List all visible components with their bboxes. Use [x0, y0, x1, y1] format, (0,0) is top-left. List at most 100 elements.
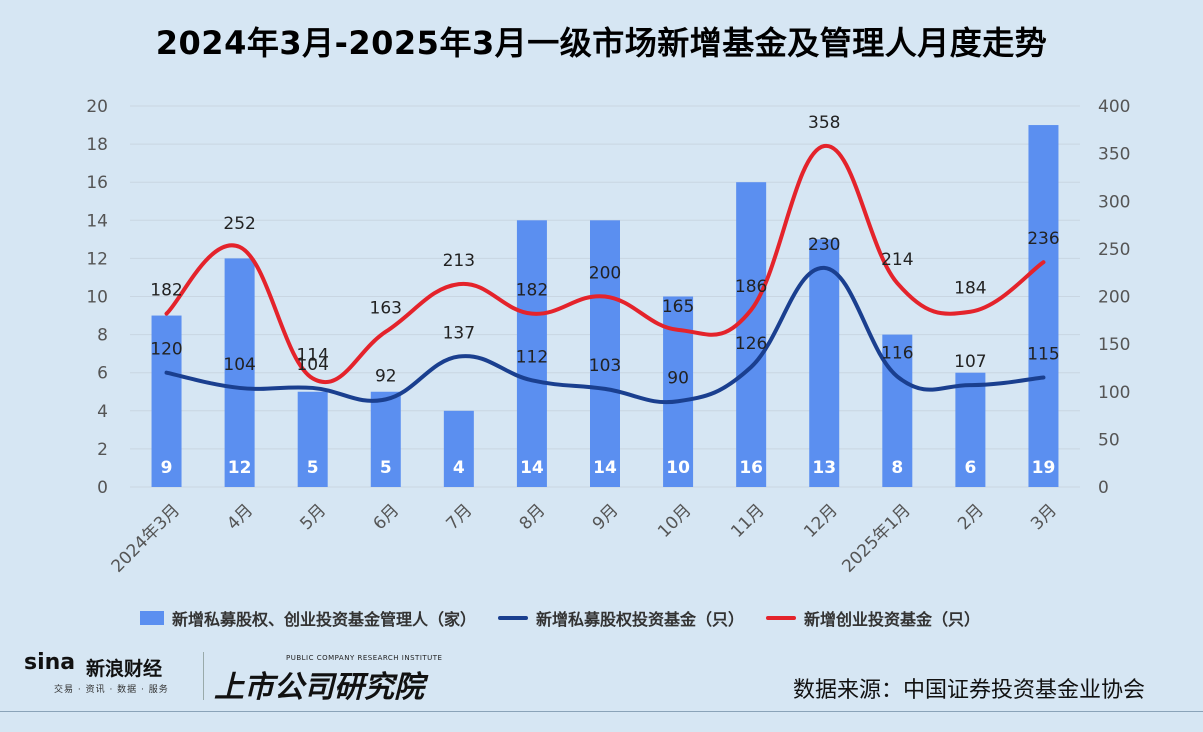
line-data-label: 104: [223, 355, 255, 375]
bar-data-label: 14: [520, 458, 544, 478]
line-data-label: 182: [150, 281, 182, 301]
left-axis-tick-label: 8: [97, 326, 108, 346]
x-axis-tick-label: 9月: [589, 500, 623, 534]
line-data-label: 137: [443, 324, 475, 344]
line-data-label: 112: [516, 347, 548, 367]
right-axis-tick-label: 200: [1098, 288, 1130, 308]
bar: [1028, 125, 1059, 488]
chart-legend: 新增私募股权、创业投资基金管理人（家） 新增私募股权投资基金（只） 新增创业投资…: [140, 606, 1002, 630]
bar: [809, 239, 840, 487]
sina-tagline: 交易 · 资讯 · 数据 · 服务: [54, 685, 169, 695]
line-data-label: 115: [1027, 344, 1059, 364]
bar-data-label: 19: [1032, 458, 1056, 478]
bar-layer: [151, 125, 1059, 488]
legend-label-pe-funds: 新增私募股权投资基金（只）: [536, 610, 745, 629]
x-axis-tick-label: 2024年3月: [108, 500, 184, 576]
line-data-label: 230: [808, 235, 840, 255]
left-axis-tick-label: 10: [86, 288, 108, 308]
x-axis-tick-label: 5月: [296, 500, 330, 534]
line-data-label: 103: [589, 356, 621, 376]
left-axis-tick-label: 18: [86, 135, 108, 155]
right-axis-tick-label: 50: [1098, 430, 1120, 450]
x-axis-tick-label: 6月: [369, 500, 403, 534]
bar-data-label: 10: [666, 458, 690, 478]
sina-brand-name: 新浪财经: [86, 658, 163, 680]
legend-swatch-bar: [140, 611, 164, 625]
bar-data-label: 14: [593, 458, 617, 478]
x-axis-tick-label: 10月: [654, 500, 695, 541]
right-axis-tick-label: 350: [1098, 145, 1130, 165]
line-data-label: 116: [881, 344, 913, 364]
bar-data-label: 12: [228, 458, 252, 478]
vc-funds-line: [164, 143, 1046, 385]
line-data-label: 165: [662, 297, 694, 317]
bottom-rule: [0, 711, 1203, 712]
line-data-label: 90: [667, 368, 689, 388]
pe-funds-line: [164, 265, 1046, 405]
line-data-label: 213: [443, 251, 475, 271]
label-layer: 9 12 5 5 4 14 14 10 16 13 8 6 19 182 252 114 163 213 182 20…: [150, 113, 1059, 478]
line-data-label: 92: [375, 366, 397, 386]
left-axis-tick-label: 0: [97, 478, 108, 498]
x-axis-tick-label: 2025年1月: [838, 500, 914, 576]
data-source: 数据来源：中国证券投资基金业协会: [792, 678, 1145, 703]
legend-item-managers: 新增私募股权、创业投资基金管理人（家）: [140, 606, 476, 630]
line-data-label: 214: [881, 250, 913, 270]
logo-divider: [203, 652, 204, 700]
legend-item-pe-funds: 新增私募股权投资基金（只）: [498, 606, 744, 630]
x-axis-tick-label: 8月: [516, 500, 550, 534]
line-data-label: 358: [808, 113, 840, 133]
bar: [224, 258, 255, 487]
line-data-label: 186: [735, 277, 767, 297]
x-axis-tick-label: 2月: [954, 500, 988, 534]
left-axis-tick-label: 6: [97, 364, 108, 384]
bar-data-label: 9: [161, 458, 173, 478]
line-data-label: 163: [370, 299, 402, 319]
legend-label-vc-funds: 新增创业投资基金（只）: [804, 610, 981, 629]
bar-data-label: 8: [891, 458, 903, 478]
legend-swatch-pe-line: [498, 616, 529, 620]
bar: [443, 410, 474, 487]
left-axis-tick-label: 20: [86, 97, 108, 117]
bar-data-label: 5: [380, 458, 392, 478]
right-axis-tick-label: 0: [1098, 478, 1109, 498]
line-data-label: 126: [735, 334, 767, 354]
bar: [151, 315, 182, 487]
bar: [370, 391, 401, 487]
sina-wordmark: sina: [24, 650, 76, 675]
bar-data-label: 6: [964, 458, 976, 478]
left-axis-tick-label: 14: [86, 211, 108, 231]
institute-english-name: PUBLIC COMPANY RESEARCH INSTITUTE: [286, 654, 443, 662]
right-axis-tick-label: 150: [1098, 335, 1130, 355]
line-data-label: 184: [954, 279, 986, 299]
x-axis-tick-label: 11月: [727, 500, 768, 541]
line-data-label: 120: [150, 340, 182, 360]
line-data-label: 182: [516, 281, 548, 301]
left-axis-tick-label: 4: [97, 402, 108, 422]
x-axis-tick-label: 4月: [223, 500, 257, 534]
right-axis-tick-label: 250: [1098, 240, 1130, 260]
left-axis-tick-label: 2: [97, 440, 108, 460]
left-axis-tick-label: 12: [86, 249, 108, 269]
bar: [297, 391, 328, 487]
left-axis-tick-label: 16: [86, 173, 108, 193]
sina-finance-logo: sina 新浪财经 交易 · 资讯 · 数据 · 服务: [24, 650, 194, 700]
x-axis-tick-label: 12月: [800, 500, 841, 541]
x-axis-tick-label: 7月: [443, 500, 477, 534]
line-data-label: 104: [296, 355, 328, 375]
chart-plot: 9 12 5 5 4 14 14 10 16 13 8 6 1918225211416321318220…: [86, 97, 1130, 577]
bar: [516, 220, 547, 488]
bar-data-label: 4: [453, 458, 465, 478]
right-axis-tick-label: 300: [1098, 192, 1130, 212]
line-data-label: 107: [954, 352, 986, 372]
bar: [882, 334, 913, 487]
line-data-label: 200: [589, 264, 621, 284]
line-data-label: 114: [296, 345, 328, 365]
institute-logo: 上市公司研究院: [214, 670, 424, 705]
bar: [736, 182, 767, 487]
line-data-label: 236: [1027, 229, 1059, 249]
bar-data-label: 13: [812, 458, 836, 478]
bar-data-label: 16: [739, 458, 763, 478]
legend-item-vc-funds: 新增创业投资基金（只）: [766, 606, 980, 630]
